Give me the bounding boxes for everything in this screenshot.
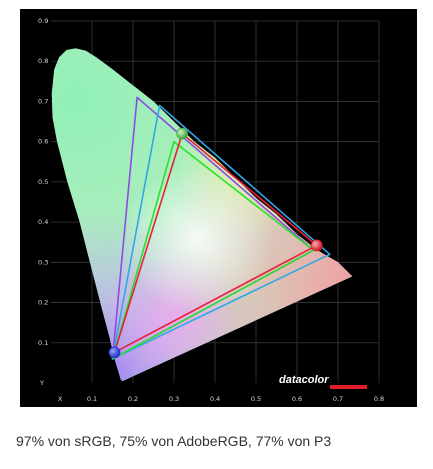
- gamut-display: [113, 132, 318, 354]
- x-tick-label-0: 0.1: [87, 395, 97, 403]
- display-primaries: [108, 127, 323, 359]
- locus-white-point: [51, 48, 353, 382]
- y-tick-label-3: 0.4: [38, 218, 48, 226]
- y-tick-label-1: 0.2: [38, 299, 48, 307]
- x-axis-label: X: [58, 395, 63, 403]
- spectral-locus: [51, 48, 353, 382]
- primary-green-marker: [176, 127, 189, 140]
- chart-panel: X 0.1 0.2 0.3 0.4 0.5 0.6 0.7 0.8 0.1 0.2 0.3 0.4 0.5…: [20, 9, 417, 407]
- x-tick-label-4: 0.5: [251, 395, 261, 403]
- y-tick-label-6: 0.7: [38, 97, 48, 105]
- logo-text: datacolor: [279, 374, 329, 386]
- x-tick-label-2: 0.3: [169, 395, 179, 403]
- chart-caption: 97% von sRGB, 75% von AdobeRGB, 77% von …: [16, 433, 332, 449]
- axis-ticks: X 0.1 0.2 0.3 0.4 0.5 0.6 0.7 0.8 0.1 0.2 0.3 0.4 0.5…: [38, 17, 384, 403]
- y-tick-label-8: 0.9: [38, 17, 48, 25]
- x-tick-label-7: 0.8: [374, 395, 384, 403]
- logo-bar: [330, 385, 367, 389]
- gamut-srgb: [111, 140, 315, 360]
- x-tick-label-3: 0.4: [210, 395, 220, 403]
- x-tick-label-6: 0.7: [333, 395, 343, 403]
- x-tick-label-5: 0.6: [292, 395, 302, 403]
- gamut-triangles: [111, 96, 331, 360]
- y-axis-label: Y: [39, 379, 44, 387]
- gamut-p3: [111, 104, 331, 360]
- primary-red-marker: [310, 239, 323, 252]
- y-tick-label-4: 0.5: [38, 178, 48, 186]
- x-tick-label-1: 0.2: [128, 395, 138, 403]
- cie-chromaticity-chart: X 0.1 0.2 0.3 0.4 0.5 0.6 0.7 0.8 0.1 0.2 0.3 0.4 0.5…: [20, 9, 417, 407]
- datacolor-logo: datacolor: [279, 374, 367, 389]
- y-tick-label-0: 0.1: [38, 339, 48, 347]
- primary-blue-marker: [108, 346, 121, 359]
- y-tick-label-5: 0.6: [38, 138, 48, 146]
- y-tick-label-2: 0.3: [38, 258, 48, 266]
- y-tick-label-7: 0.8: [38, 57, 48, 65]
